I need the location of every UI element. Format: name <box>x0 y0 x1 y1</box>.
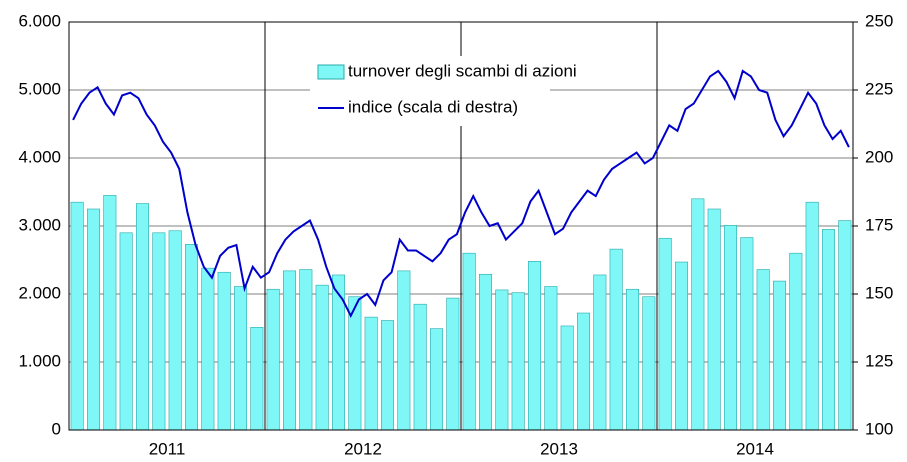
bar <box>478 273 493 431</box>
legend-label: turnover degli scambi di azioni <box>348 61 577 80</box>
bar <box>119 232 133 431</box>
bar <box>756 269 770 431</box>
bar <box>201 267 215 431</box>
index-line <box>72 69 850 318</box>
x-group-label: 2014 <box>736 439 774 458</box>
bar <box>233 286 248 431</box>
bar <box>266 288 280 431</box>
bar <box>135 203 150 431</box>
bar <box>184 244 199 431</box>
bar <box>495 289 509 431</box>
bar <box>527 261 542 431</box>
bar <box>86 208 101 431</box>
y2-tick-label: 150 <box>865 283 893 302</box>
y-tick-label: 0 <box>52 419 61 438</box>
bar <box>380 320 395 431</box>
bar <box>838 220 852 431</box>
x-group-label: 2012 <box>344 439 382 458</box>
bar <box>821 229 836 431</box>
bar <box>511 292 525 431</box>
bar <box>168 230 182 431</box>
bar <box>560 325 574 431</box>
bar <box>740 237 754 431</box>
bar <box>707 208 721 431</box>
bar <box>805 201 819 431</box>
bar <box>723 225 738 431</box>
y-tick-label: 2.000 <box>18 283 61 302</box>
bar <box>429 328 444 431</box>
bar <box>691 198 705 431</box>
y-tick-label: 4.000 <box>18 147 61 166</box>
y-tick-label: 3.000 <box>18 215 61 234</box>
bar <box>658 237 672 431</box>
y2-tick-label: 200 <box>865 147 893 166</box>
y2-tick-label: 125 <box>865 351 893 370</box>
legend-background <box>310 56 550 126</box>
plot-frame <box>68 21 854 431</box>
y-tick-label: 6.000 <box>18 11 61 30</box>
bar <box>250 327 264 431</box>
bar <box>217 271 231 431</box>
bar <box>413 303 427 431</box>
y2-tick-label: 100 <box>865 419 893 438</box>
bar <box>772 280 787 431</box>
bar <box>674 261 689 431</box>
bar <box>462 252 476 431</box>
bar <box>70 201 84 431</box>
bar <box>299 269 313 431</box>
bar <box>789 252 803 431</box>
bar <box>593 274 607 431</box>
y-tick-label: 5.000 <box>18 79 61 98</box>
bar <box>315 284 329 431</box>
bar <box>576 312 591 431</box>
bar <box>544 286 558 431</box>
bar <box>397 270 411 431</box>
y-tick-label: 1.000 <box>18 351 61 370</box>
x-group-label: 2013 <box>540 439 578 458</box>
bar <box>446 297 460 431</box>
bar <box>152 232 166 431</box>
bar <box>625 288 640 431</box>
legend-label: indice (scala di destra) <box>348 97 518 116</box>
y2-tick-label: 250 <box>865 11 893 30</box>
bar <box>642 296 656 431</box>
legend-swatch <box>317 64 345 80</box>
y2-tick-label: 225 <box>865 79 893 98</box>
bar <box>282 270 297 431</box>
bar <box>609 248 623 431</box>
bar <box>364 316 378 431</box>
x-group-label: 2011 <box>149 439 186 458</box>
bar <box>103 195 117 431</box>
y2-tick-label: 175 <box>865 215 893 234</box>
